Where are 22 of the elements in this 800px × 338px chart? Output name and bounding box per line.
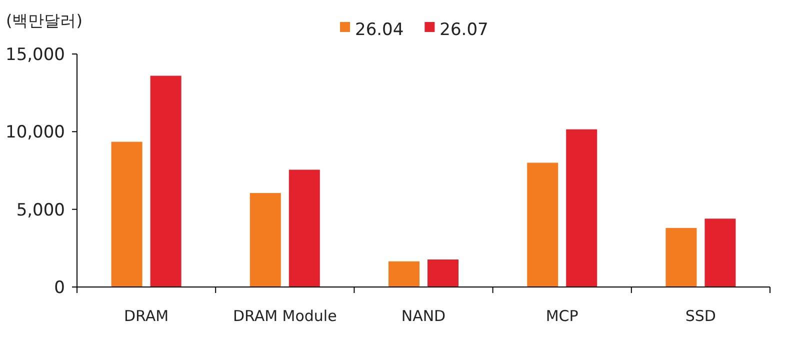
bar: [566, 129, 598, 287]
legend-label: 26.04: [355, 20, 404, 40]
y-tick-label: 5,000: [16, 200, 65, 220]
bar: [250, 193, 281, 287]
x-tick-label: MCP: [546, 307, 578, 325]
x-tick-label: NAND: [401, 307, 446, 325]
bar: [428, 260, 458, 287]
x-tick-label: DRAM Module: [232, 307, 337, 325]
bar: [150, 76, 182, 287]
bar: [704, 218, 736, 287]
bar: [288, 170, 320, 287]
x-tick-label: SSD: [685, 307, 716, 325]
x-tick-label: DRAM: [124, 307, 169, 325]
bar: [666, 228, 697, 287]
bar: [111, 142, 142, 287]
y-axis-title: (백만달러): [6, 11, 82, 30]
y-tick-label: 0: [54, 278, 65, 298]
legend-label: 26.07: [440, 20, 488, 40]
bar: [388, 261, 420, 287]
y-tick-label: 15,000: [6, 45, 65, 65]
y-tick-label: 10,000: [6, 122, 65, 143]
bar: [527, 162, 558, 287]
